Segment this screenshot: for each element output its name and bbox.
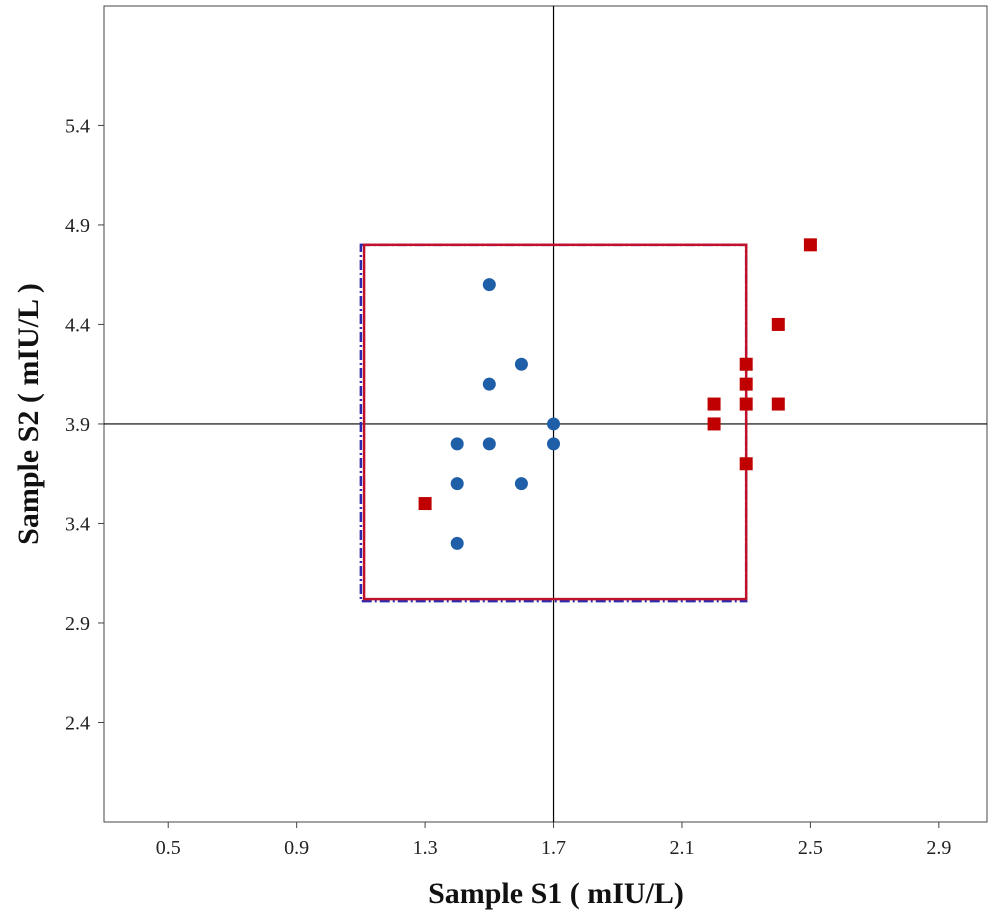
data-point-square [739, 377, 753, 391]
data-point-circle [482, 278, 496, 292]
x-tick-label: 2.9 [926, 837, 951, 859]
x-tick-label: 0.5 [156, 837, 181, 859]
y-tick-label: 2.4 [65, 712, 90, 734]
y-tick-label: 3.4 [65, 513, 90, 535]
data-points [418, 238, 817, 550]
x-tick-label: 2.5 [798, 837, 823, 859]
x-axis-ticks: 0.5 0.9 1.3 1.7 2.1 2.5 2.9 [156, 822, 951, 859]
data-point-circle [450, 477, 464, 491]
y-tick-label: 3.9 [65, 414, 90, 436]
limit-box-solid [362, 243, 748, 601]
x-tick-label: 1.3 [413, 837, 438, 859]
data-point-square [707, 417, 721, 431]
plot-area [103, 5, 988, 823]
x-axis-title: Sample S1 ( mIU/L) [428, 877, 684, 910]
y-tick-label: 2.9 [65, 613, 90, 635]
data-point-circle [514, 357, 528, 371]
data-point-square [707, 397, 721, 411]
data-point-circle [547, 417, 561, 431]
x-tick-label: 1.7 [541, 837, 566, 859]
y-tick-label: 4.4 [65, 314, 90, 336]
y-tick-label: 4.9 [65, 215, 90, 237]
data-point-circle [514, 477, 528, 491]
data-point-circle [482, 377, 496, 391]
limit-boxes [359, 243, 748, 603]
x-tick-label: 0.9 [284, 837, 309, 859]
y-axis-title: Sample S2 ( mIU/L ) [12, 283, 45, 545]
reference-lines [104, 6, 987, 822]
y-axis-ticks: 2.4 2.9 3.4 3.9 4.4 4.9 5.4 [65, 115, 104, 734]
data-point-square [803, 238, 817, 252]
x-tick-label: 2.1 [669, 837, 694, 859]
data-point-circle [547, 437, 561, 451]
data-point-square [771, 317, 785, 331]
data-point-square [418, 497, 432, 511]
data-point-square [739, 357, 753, 371]
data-point-square [771, 397, 785, 411]
data-point-circle [450, 536, 464, 550]
data-point-circle [482, 437, 496, 451]
data-point-square [739, 397, 753, 411]
data-point-square [739, 457, 753, 471]
y-tick-label: 5.4 [65, 115, 90, 137]
data-point-circle [450, 437, 464, 451]
